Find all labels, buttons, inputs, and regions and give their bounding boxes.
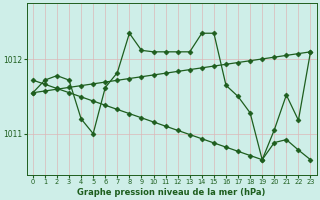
- X-axis label: Graphe pression niveau de la mer (hPa): Graphe pression niveau de la mer (hPa): [77, 188, 266, 197]
